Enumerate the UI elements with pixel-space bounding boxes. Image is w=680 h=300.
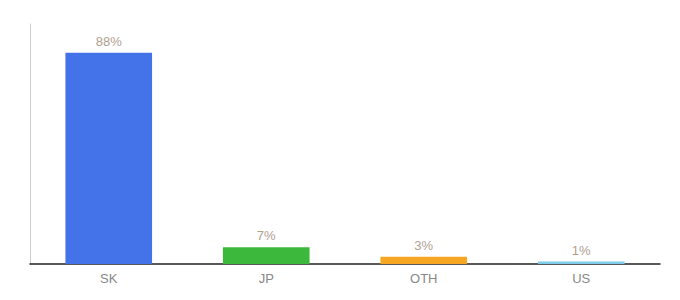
svg-text:1%: 1%	[572, 243, 591, 258]
svg-text:JP: JP	[259, 271, 274, 286]
svg-text:7%: 7%	[257, 228, 276, 243]
svg-text:US: US	[572, 271, 590, 286]
svg-text:OTH: OTH	[410, 271, 437, 286]
svg-text:88%: 88%	[96, 34, 122, 49]
svg-text:3%: 3%	[414, 238, 433, 253]
svg-text:SK: SK	[100, 271, 118, 286]
